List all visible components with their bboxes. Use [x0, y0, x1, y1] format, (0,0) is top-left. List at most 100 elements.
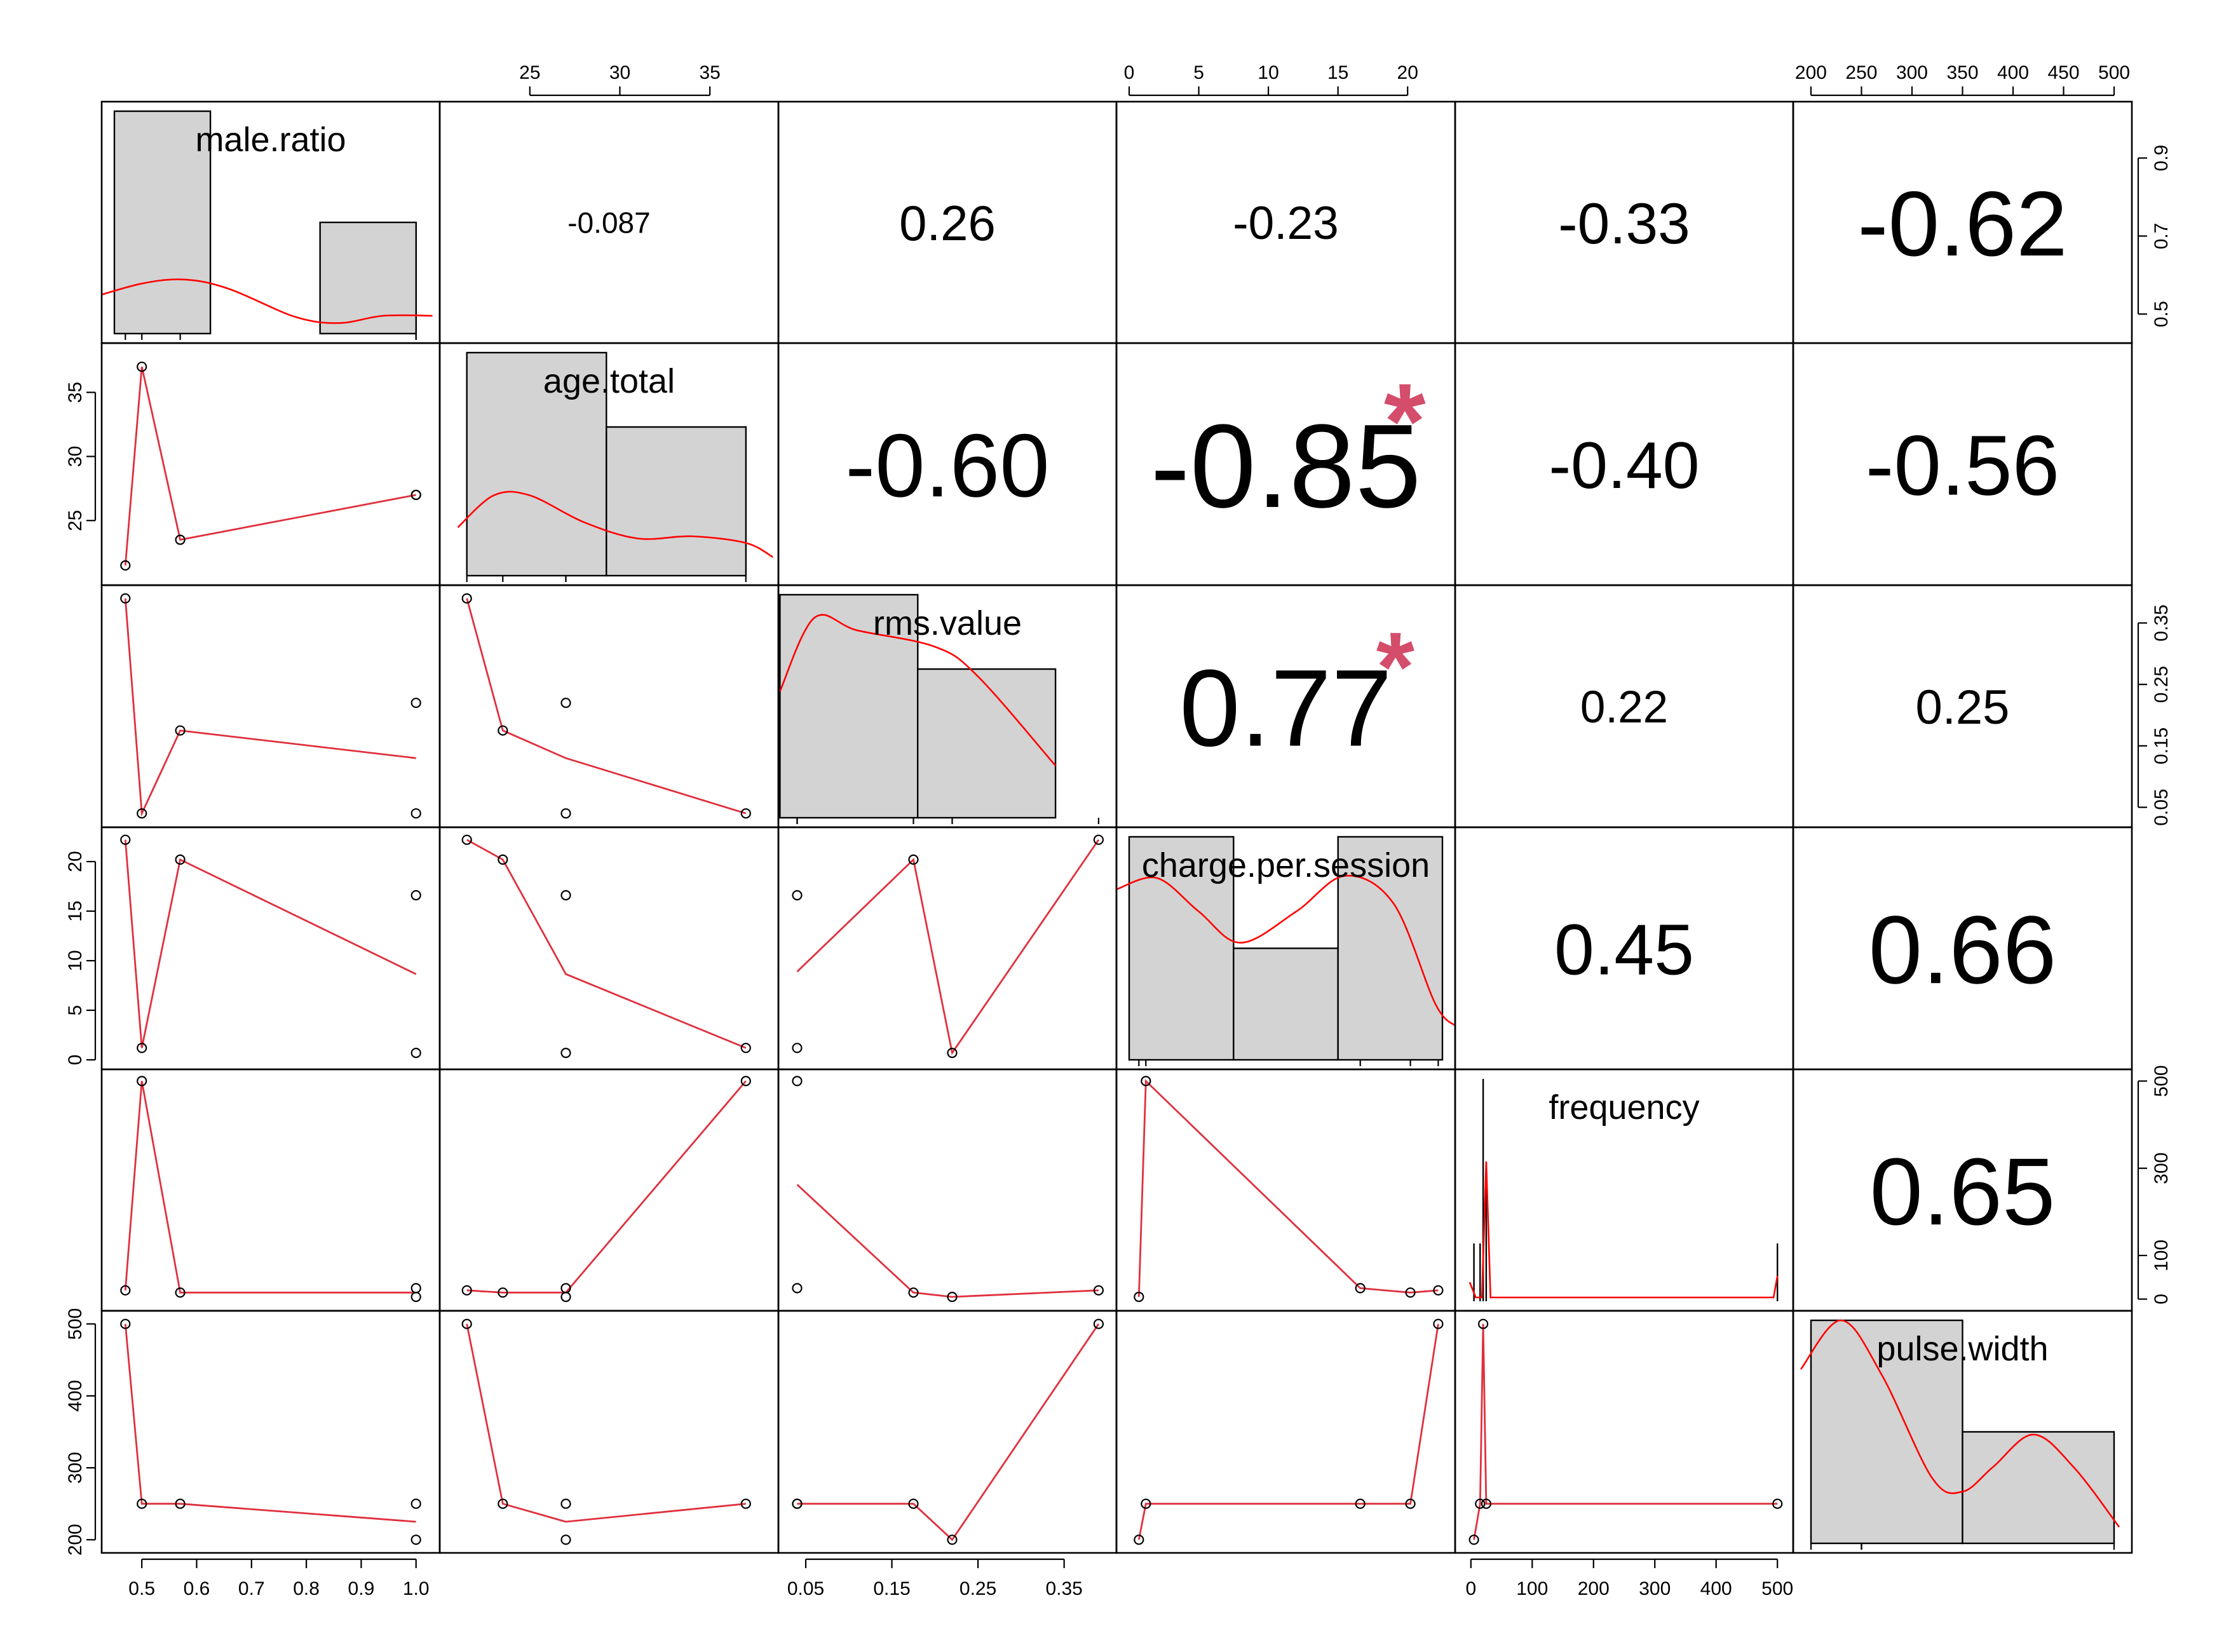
scatter-panel-pulse.width-vs-age.total	[461, 1318, 751, 1545]
data-point	[120, 834, 131, 845]
axis-tick-label: 300	[65, 1452, 86, 1484]
data-point	[1355, 1283, 1366, 1294]
scatter-panel-frequency-vs-rms.value	[792, 1076, 1104, 1303]
density-curve	[1800, 1319, 2120, 1528]
data-point	[137, 1076, 147, 1087]
axis-tick-label: 0.9	[348, 1578, 375, 1599]
data-point	[792, 890, 803, 901]
correlation-cell-rms.value-charge.per.session: 0.77*	[1179, 612, 1415, 769]
data-point	[120, 560, 131, 571]
correlation-value: 0.45	[1554, 909, 1694, 989]
correlation-value: 0.25	[1916, 680, 2010, 735]
top-axis-pulse.width: 200 250 300 350 400 450 500	[1795, 62, 2130, 97]
data-point	[461, 834, 472, 845]
correlation-value: 0.66	[1869, 896, 2057, 1004]
top-axis-charge.per.session: 0 5 10 15 20	[1124, 62, 1418, 97]
axis-tick-label: 15	[65, 900, 86, 921]
axis-tick-label: 300	[2151, 1153, 2172, 1184]
data-point	[410, 1498, 421, 1509]
data-point	[1481, 1498, 1491, 1509]
correlation-cell-male.ratio-rms.value: 0.26	[899, 195, 996, 251]
data-point	[410, 1534, 421, 1545]
smoother-line	[1473, 1324, 1778, 1540]
variable-label: frequency	[1549, 1088, 1699, 1127]
scatter-panel-pulse.width-vs-charge.per.session	[1134, 1318, 1444, 1545]
scatter-panel-pulse.width-vs-rms.value	[792, 1318, 1104, 1545]
panel-frame	[100, 826, 441, 1071]
data-point	[498, 854, 508, 865]
axis-tick-label: 0.35	[2151, 604, 2172, 641]
smoother-line	[466, 839, 747, 1049]
panel-frame	[777, 1068, 1118, 1312]
panel-frame	[1454, 1310, 1794, 1554]
axis-tick-label: 15	[1327, 62, 1348, 83]
data-point	[560, 1291, 571, 1303]
panel-frame	[438, 1068, 780, 1312]
variable-label: charge.per.session	[1142, 846, 1430, 884]
variable-label: rms.value	[873, 604, 1022, 642]
data-point	[1093, 834, 1104, 845]
axis-tick-label: 0.7	[238, 1578, 265, 1599]
histogram-bar	[606, 426, 747, 577]
smoother-line	[466, 598, 747, 815]
left-axis-age.total: 25 30 35	[65, 382, 97, 531]
data-point	[137, 1498, 147, 1509]
histogram-age.total	[457, 351, 773, 582]
histogram-frequency	[1468, 1079, 1779, 1301]
data-point	[498, 725, 508, 736]
smoother-line	[796, 839, 1100, 1055]
smoother-line	[124, 598, 416, 817]
data-point	[792, 1283, 803, 1294]
data-point	[560, 1498, 571, 1509]
data-point	[410, 1283, 421, 1294]
histogram-bar	[1962, 1431, 2115, 1545]
data-point	[410, 698, 421, 708]
density-curve	[1468, 1161, 1779, 1299]
bottom-axis-rms.value: 0.05 0.15 0.25 0.35	[787, 1558, 1083, 1599]
data-point	[1433, 1285, 1444, 1296]
axis-tick-label: 35	[699, 62, 720, 83]
right-axis-rms.value: 0.05 0.15 0.25 0.35	[2137, 604, 2172, 826]
right-axis-frequency: 0 100 300 500	[2137, 1065, 2172, 1304]
correlation-cell-age.total-pulse.width: -0.56	[1866, 419, 2059, 513]
right-axis-male.ratio: 0.5 0.7 0.9	[2137, 145, 2172, 327]
data-point	[1355, 1498, 1366, 1509]
data-point	[1475, 1498, 1486, 1509]
axis-tick-label: 0.7	[2151, 223, 2172, 250]
correlation-value: 0.26	[899, 195, 996, 251]
data-point	[560, 808, 571, 819]
correlation-value: -0.087	[567, 207, 650, 240]
axis-tick-label: 20	[1397, 62, 1418, 83]
correlation-cell-rms.value-frequency: 0.22	[1580, 682, 1668, 733]
axis-tick-label: 25	[65, 510, 86, 531]
data-point	[1141, 1498, 1151, 1509]
correlation-cell-male.ratio-charge.per.session: -0.23	[1233, 198, 1338, 249]
data-point	[137, 808, 147, 819]
data-point	[740, 808, 751, 819]
left-axis-pulse.width: 200 300 400 500	[65, 1308, 97, 1555]
smoother-line	[124, 1081, 416, 1294]
correlation-value: -0.62	[1857, 172, 2068, 275]
data-point	[908, 1287, 919, 1298]
correlation-value: -0.56	[1866, 419, 2059, 513]
axis-tick-label: 500	[1761, 1578, 1793, 1599]
data-point	[792, 1498, 803, 1509]
smoother-line	[796, 1184, 1099, 1298]
histogram-bar	[319, 221, 417, 335]
data-point	[120, 1285, 131, 1296]
scatter-panel-frequency-vs-charge.per.session	[1134, 1076, 1444, 1303]
correlation-value: 0.77	[1179, 647, 1392, 769]
axis-tick-label: 0.05	[2151, 789, 2172, 825]
axis-tick-label: 250	[1845, 62, 1877, 83]
data-point	[175, 1498, 186, 1509]
axis-tick-label: 0.5	[2151, 301, 2172, 327]
data-point	[1405, 1287, 1416, 1298]
variable-label: male.ratio	[195, 121, 346, 159]
data-point	[947, 1534, 958, 1545]
data-point	[175, 725, 186, 736]
variable-label: age.total	[543, 362, 675, 400]
axis-tick-label: 20	[65, 851, 86, 872]
axis-tick-label: 200	[1578, 1578, 1610, 1599]
data-point	[740, 1076, 751, 1087]
data-point	[1405, 1498, 1416, 1509]
